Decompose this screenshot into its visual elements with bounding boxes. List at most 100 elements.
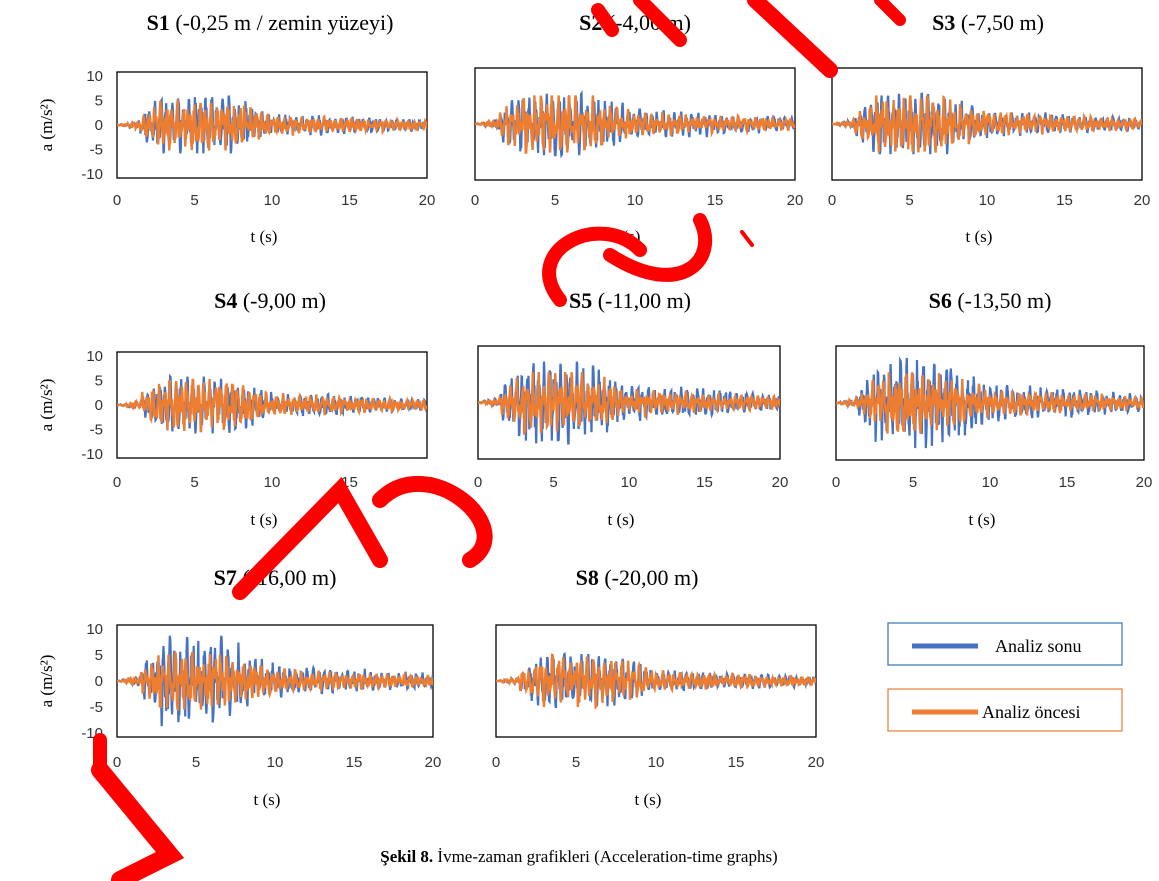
caption-text: İvme-zaman grafikleri (Acceleration-time… <box>433 847 778 866</box>
y-axis-label: a (m/s²) <box>37 99 56 152</box>
y-tick-label: 10 <box>86 68 103 85</box>
x-tick-label: 0 <box>832 474 840 491</box>
chart-title-depth: (-11,00 m) <box>592 288 691 313</box>
chart-title-id: S8 <box>576 565 599 590</box>
x-tick-label: 15 <box>1059 474 1076 491</box>
y-tick-label: 5 <box>95 373 103 390</box>
x-tick-label: 0 <box>492 754 500 771</box>
watermark-stroke <box>755 0 830 70</box>
chart-title-id: S5 <box>569 288 592 313</box>
y-tick-label: -5 <box>90 699 103 716</box>
x-tick-label: 5 <box>192 754 200 771</box>
y-tick-label: -10 <box>81 446 103 463</box>
x-tick-label: 20 <box>425 754 442 771</box>
chart-title: S4 (-9,00 m) <box>214 288 326 313</box>
chart-s8: S8 (-20,00 m) 0 5 10 15 20 t (s) <box>492 565 825 809</box>
chart-title: S7 (-16,00 m) <box>214 565 337 590</box>
chart-title-id: S6 <box>929 288 952 313</box>
legend-label-analiz-sonu: Analiz sonu <box>995 636 1081 656</box>
y-tick-label: -10 <box>81 166 103 183</box>
x-axis-label: t (s) <box>608 510 635 529</box>
x-axis-label: t (s) <box>254 790 281 809</box>
x-tick-label: 5 <box>909 474 917 491</box>
chart-title: S1 (-0,25 m / zemin yüzeyi) <box>147 10 394 35</box>
x-tick-label: 0 <box>113 474 121 491</box>
x-tick-label: 15 <box>728 754 745 771</box>
watermark-stroke <box>380 484 485 560</box>
chart-title: S6 (-13,50 m) <box>929 288 1052 313</box>
x-tick-label: 20 <box>772 474 789 491</box>
chart-title-id: S4 <box>214 288 237 313</box>
chart-title: S3 (-7,50 m) <box>932 10 1044 35</box>
watermark-stroke <box>742 232 752 245</box>
x-tick-label: 0 <box>474 474 482 491</box>
y-tick-label: 0 <box>95 673 103 690</box>
legend-label-analiz-oncesi: Analiz öncesi <box>982 702 1080 722</box>
x-axis-label: t (s) <box>969 510 996 529</box>
watermark-stroke <box>100 770 170 880</box>
x-tick-label: 5 <box>572 754 580 771</box>
x-axis-label: t (s) <box>635 790 662 809</box>
x-tick-label: 10 <box>979 192 996 209</box>
y-tick-label: 5 <box>95 647 103 664</box>
x-tick-label: 20 <box>1136 474 1153 491</box>
x-tick-label: 15 <box>346 754 363 771</box>
y-axis-label: a (m/s²) <box>37 655 56 708</box>
chart-s6: S6 (-13,50 m) 0 5 10 15 20 t (s) <box>832 288 1153 529</box>
y-tick-label: 5 <box>95 93 103 110</box>
watermark-stroke <box>880 0 900 20</box>
x-tick-label: 5 <box>905 192 913 209</box>
chart-title: S8 (-20,00 m) <box>576 565 699 590</box>
y-tick-label: -5 <box>90 422 103 439</box>
chart-title-depth: (-0,25 m / zemin yüzeyi) <box>170 10 394 35</box>
y-tick-label: 0 <box>95 397 103 414</box>
x-axis-label: t (s) <box>251 227 278 246</box>
x-tick-label: 15 <box>1056 192 1073 209</box>
x-tick-label: 5 <box>549 474 557 491</box>
x-tick-label: 0 <box>828 192 836 209</box>
chart-s1: S1 (-0,25 m / zemin yüzeyi)0 5 10 15 201050-… <box>37 10 435 246</box>
x-tick-label: 0 <box>471 192 479 209</box>
x-tick-label: 5 <box>551 192 559 209</box>
x-axis-label: t (s) <box>251 510 278 529</box>
x-tick-label: 20 <box>1134 192 1151 209</box>
chart-s3: S3 (-7,50 m) 0 5 10 15 20 t (s) <box>828 10 1151 246</box>
x-tick-label: 20 <box>808 754 825 771</box>
chart-title-id: S1 <box>147 10 170 35</box>
x-tick-label: 0 <box>113 192 121 209</box>
x-tick-label: 10 <box>982 474 999 491</box>
y-axis-label: a (m/s²) <box>37 379 56 432</box>
x-tick-label: 15 <box>707 192 724 209</box>
chart-title-id: S7 <box>214 565 237 590</box>
x-tick-label: 15 <box>696 474 713 491</box>
chart-s2: S2 (-4,00 m)0 5 10 15 20t (s) <box>471 10 804 246</box>
chart-title-id: S3 <box>932 10 955 35</box>
x-tick-label: 5 <box>190 192 198 209</box>
y-tick-label: 10 <box>86 348 103 365</box>
x-tick-label: 10 <box>264 192 281 209</box>
chart-title-depth: (-13,50 m) <box>952 288 1052 313</box>
y-tick-label: 10 <box>86 621 103 638</box>
chart-title-depth: (-20,00 m) <box>599 565 699 590</box>
x-tick-label: 10 <box>264 474 281 491</box>
x-tick-label: 10 <box>627 192 644 209</box>
x-tick-label: 15 <box>341 192 358 209</box>
caption-label: Şekil 8. <box>380 847 433 866</box>
x-tick-label: 0 <box>113 754 121 771</box>
x-tick-label: 5 <box>190 474 198 491</box>
x-tick-label: 10 <box>621 474 638 491</box>
legend: Analiz sonu Analiz öncesi <box>888 623 1122 731</box>
chart-title-depth: (-7,50 m) <box>955 10 1044 35</box>
chart-title-depth: (-9,00 m) <box>237 288 326 313</box>
chart-s5: S5 (-11,00 m) 0 5 10 15 20 t (s) <box>474 288 789 529</box>
chart-title: S5 (-11,00 m) <box>569 288 691 313</box>
x-tick-label: 20 <box>419 192 436 209</box>
figure-caption: Şekil 8. İvme-zaman grafikleri (Accelera… <box>380 847 777 866</box>
x-tick-label: 10 <box>648 754 665 771</box>
x-tick-label: 20 <box>787 192 804 209</box>
x-axis-label: t (s) <box>966 227 993 246</box>
x-tick-label: 10 <box>267 754 284 771</box>
y-tick-label: -5 <box>90 142 103 159</box>
y-tick-label: 0 <box>95 117 103 134</box>
